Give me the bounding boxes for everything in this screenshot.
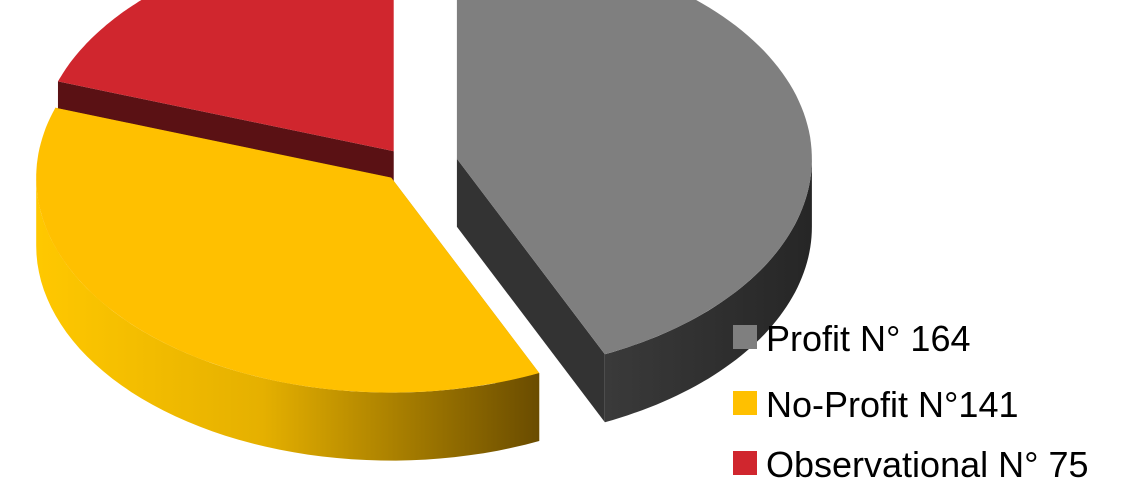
legend-swatch-profit [733,325,757,349]
legend-item-observational: Observational N° 75 [733,444,1089,481]
pie-slice-top-no-profit [36,107,540,393]
pie-slice-no-profit [36,107,540,461]
legend-label-profit: Profit N° 164 [766,318,971,359]
legend-swatch-no-profit [733,391,757,415]
legend-item-no-profit: No-Profit N°141 [733,384,1019,425]
legend-label-observational: Observational N° 75 [766,444,1089,481]
legend: Profit N° 164 No-Profit N°141 Observatio… [733,318,1089,481]
pie-slice-wall-profit [456,158,605,423]
pie-slice-side-profit [604,158,812,423]
pie-slice-top-profit [456,0,812,355]
legend-item-profit: Profit N° 164 [733,318,971,359]
pie-slice-top-observational [58,0,394,152]
pie-slice-side-no-profit [36,177,540,461]
pie-slice-profit [456,0,812,423]
legend-swatch-observational [733,451,757,475]
legend-label-no-profit: No-Profit N°141 [766,384,1019,425]
pie-slices [36,0,812,461]
